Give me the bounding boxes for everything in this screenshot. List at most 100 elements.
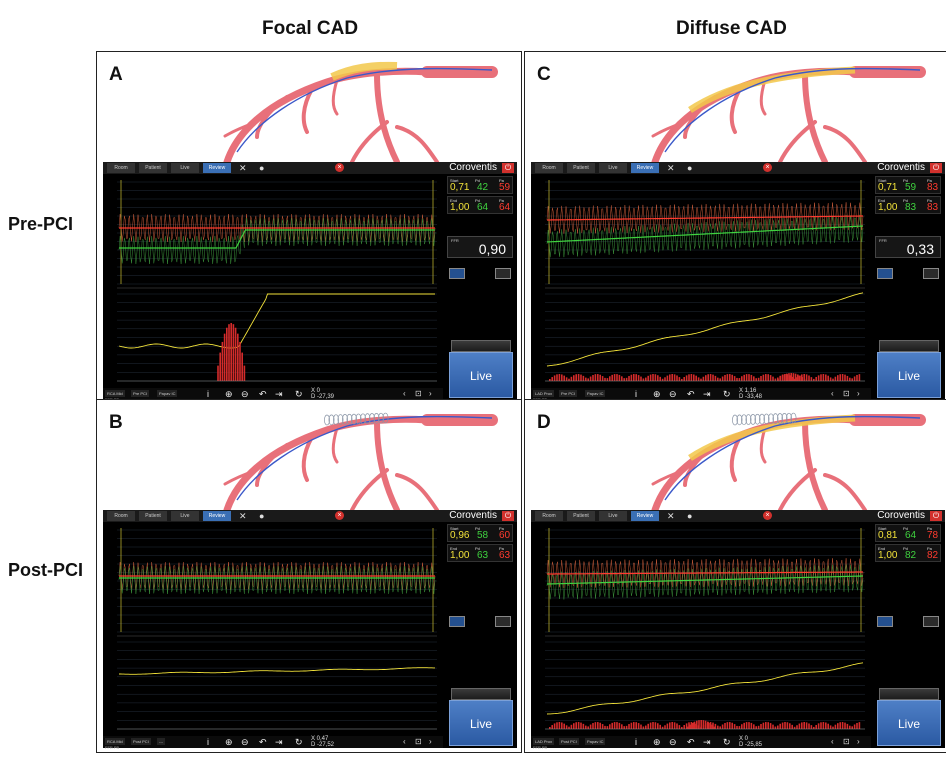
power-icon[interactable]: ⏻	[930, 511, 942, 521]
user-icon[interactable]: ●	[687, 511, 693, 521]
drug-select[interactable]: Papav IC	[585, 738, 606, 745]
user-icon[interactable]: ●	[259, 163, 265, 173]
tools-icon[interactable]: ✕	[667, 511, 675, 521]
eject-button[interactable]	[451, 688, 511, 700]
tab-review[interactable]: Review	[203, 511, 231, 521]
lock-icon[interactable]: ⊡	[415, 389, 422, 398]
prev-icon[interactable]: ‹	[831, 389, 834, 398]
marker-icon[interactable]: ⇥	[275, 389, 283, 399]
prev-icon[interactable]: ‹	[403, 389, 406, 398]
tab-live[interactable]: Live	[599, 511, 627, 521]
info-icon[interactable]: i	[635, 389, 637, 399]
close-icon[interactable]: ×	[763, 163, 772, 172]
vessel-select[interactable]: LAD Prox	[533, 738, 555, 745]
marker-button[interactable]	[449, 268, 465, 279]
marker-icon[interactable]: ⇥	[703, 737, 711, 747]
zoom-in-icon[interactable]: ⊕	[225, 389, 233, 399]
brand-logo: Coroventis	[877, 510, 925, 521]
power-icon[interactable]: ⏻	[502, 163, 514, 173]
tab-room[interactable]: Room	[535, 163, 563, 173]
prev-icon[interactable]: ‹	[831, 737, 834, 746]
zoom-out-icon[interactable]: ⊖	[669, 389, 677, 399]
lock-icon[interactable]: ⊡	[843, 737, 850, 746]
tools-icon[interactable]: ✕	[239, 163, 247, 173]
zoom-in-icon[interactable]: ⊕	[653, 737, 661, 747]
tab-review[interactable]: Review	[203, 163, 231, 173]
tab-live[interactable]: Live	[599, 163, 627, 173]
drug-select[interactable]: Papav IC	[585, 390, 606, 397]
marker-button[interactable]	[877, 268, 893, 279]
eject-button[interactable]	[879, 340, 939, 352]
zoom-out-icon[interactable]: ⊖	[241, 737, 249, 747]
tab-patient[interactable]: Patient	[139, 163, 167, 173]
next-icon[interactable]: ›	[429, 737, 432, 746]
tools-icon[interactable]: ✕	[239, 511, 247, 521]
live-button[interactable]: Live	[449, 700, 513, 746]
zoom-out-icon[interactable]: ⊖	[241, 389, 249, 399]
pullback-button[interactable]	[495, 616, 511, 627]
phase-select[interactable]: Post PCI	[559, 738, 579, 745]
marker-icon[interactable]: ⇥	[275, 737, 283, 747]
vessel-select[interactable]: LAD Prox	[533, 390, 555, 397]
redo-icon[interactable]: ↻	[723, 389, 731, 399]
eject-button[interactable]	[451, 340, 511, 352]
close-icon[interactable]: ×	[335, 163, 344, 172]
next-icon[interactable]: ›	[857, 389, 860, 398]
marker-button[interactable]	[449, 616, 465, 627]
tab-room[interactable]: Room	[535, 511, 563, 521]
undo-icon[interactable]: ↶	[687, 737, 695, 747]
marker-button[interactable]	[877, 616, 893, 627]
tab-patient[interactable]: Patient	[567, 163, 595, 173]
tab-patient[interactable]: Patient	[567, 511, 595, 521]
phase-select[interactable]: Post PCI	[131, 738, 151, 745]
power-icon[interactable]: ⏻	[502, 511, 514, 521]
marker-icon[interactable]: ⇥	[703, 389, 711, 399]
lock-icon[interactable]: ⊡	[843, 389, 850, 398]
live-button[interactable]: Live	[449, 352, 513, 398]
info-icon[interactable]: i	[207, 737, 209, 747]
pullback-button[interactable]	[923, 268, 939, 279]
tab-room[interactable]: Room	[107, 511, 135, 521]
eject-button[interactable]	[879, 688, 939, 700]
start-pa-value: 83	[927, 182, 939, 193]
readout-panel: Start Pd Pa 0,96 58 60 End Pd Pa 1,00 63 63 Live	[447, 524, 515, 748]
phase-select[interactable]: Pre PCI	[131, 390, 150, 397]
next-icon[interactable]: ›	[429, 389, 432, 398]
info-icon[interactable]: i	[207, 389, 209, 399]
live-button[interactable]: Live	[877, 700, 941, 746]
lock-icon[interactable]: ⊡	[415, 737, 422, 746]
user-icon[interactable]: ●	[259, 511, 265, 521]
vessel-select[interactable]: RCA Mid	[105, 390, 125, 397]
tab-live[interactable]: Live	[171, 163, 199, 173]
pressure-graph	[117, 528, 437, 730]
tab-patient[interactable]: Patient	[139, 511, 167, 521]
tools-icon[interactable]: ✕	[667, 163, 675, 173]
zoom-out-icon[interactable]: ⊖	[669, 737, 677, 747]
next-icon[interactable]: ›	[857, 737, 860, 746]
redo-icon[interactable]: ↻	[295, 389, 303, 399]
user-icon[interactable]: ●	[687, 163, 693, 173]
pullback-button[interactable]	[923, 616, 939, 627]
drug-select[interactable]: Papav IC	[157, 390, 178, 397]
prev-icon[interactable]: ‹	[403, 737, 406, 746]
tab-live[interactable]: Live	[171, 511, 199, 521]
undo-icon[interactable]: ↶	[259, 389, 267, 399]
tab-room[interactable]: Room	[107, 163, 135, 173]
vessel-select[interactable]: RCA Mid	[105, 738, 125, 745]
phase-select[interactable]: Pre PCI	[559, 390, 578, 397]
close-icon[interactable]: ×	[335, 511, 344, 520]
undo-icon[interactable]: ↶	[259, 737, 267, 747]
drug-select[interactable]: ---	[157, 738, 165, 745]
pullback-button[interactable]	[495, 268, 511, 279]
power-icon[interactable]: ⏻	[930, 163, 942, 173]
close-icon[interactable]: ×	[763, 511, 772, 520]
undo-icon[interactable]: ↶	[687, 389, 695, 399]
redo-icon[interactable]: ↻	[295, 737, 303, 747]
info-icon[interactable]: i	[635, 737, 637, 747]
live-button[interactable]: Live	[877, 352, 941, 398]
redo-icon[interactable]: ↻	[723, 737, 731, 747]
zoom-in-icon[interactable]: ⊕	[653, 389, 661, 399]
tab-review[interactable]: Review	[631, 511, 659, 521]
tab-review[interactable]: Review	[631, 163, 659, 173]
zoom-in-icon[interactable]: ⊕	[225, 737, 233, 747]
